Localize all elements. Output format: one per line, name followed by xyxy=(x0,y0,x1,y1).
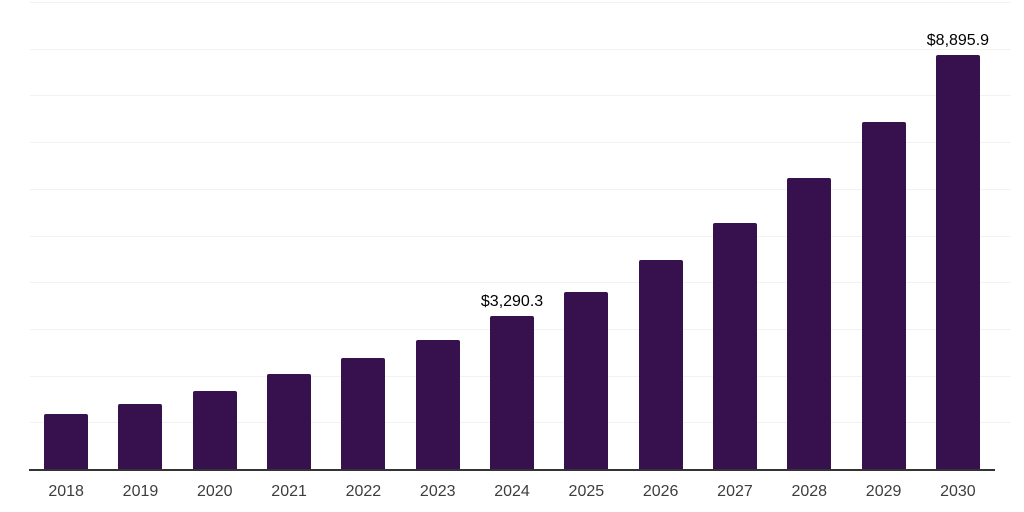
bar-cell-2025 xyxy=(549,0,623,470)
bar-2024 xyxy=(490,316,535,470)
gridline-8000 xyxy=(30,95,1011,97)
bar-2030 xyxy=(935,54,980,470)
bar-2029 xyxy=(861,121,906,470)
gridline-10000 xyxy=(30,2,1011,3)
data-label-2024: $3,290.3 xyxy=(480,293,544,311)
gridline-9000 xyxy=(30,48,1011,50)
gridline-7000 xyxy=(30,142,1011,144)
gridline-5000 xyxy=(30,235,1011,237)
x-tick-2029: 2029 xyxy=(865,483,902,500)
x-tick-2019: 2019 xyxy=(122,483,159,500)
bar-2021 xyxy=(267,374,312,470)
x-tick-2027: 2027 xyxy=(717,483,753,500)
bar-2028 xyxy=(787,177,832,470)
x-tick-2021: 2021 xyxy=(271,483,307,500)
x-tick-2028: 2028 xyxy=(791,483,828,500)
x-tick-2023: 2023 xyxy=(419,483,456,500)
bar-2026 xyxy=(638,260,683,470)
bar-2027 xyxy=(712,222,757,470)
bar-cell-2026 xyxy=(624,0,698,470)
gridline-4000 xyxy=(30,282,1011,284)
x-axis-ticks: 2018 2019 2020 2021 2022 2023 2024 2025 2026 2027… xyxy=(29,483,995,501)
bar-cell-2019 xyxy=(103,0,177,470)
bars: $3,290.3 $8,895.9 xyxy=(29,0,995,470)
bar-2020 xyxy=(192,391,237,470)
bar-cell-2020 xyxy=(178,0,252,470)
x-tick-2018: 2018 xyxy=(48,483,84,500)
x-tick-2030: 2030 xyxy=(940,483,976,500)
x-tick-2025: 2025 xyxy=(568,483,605,500)
bar-cell-2027 xyxy=(698,0,772,470)
bar-cell-2021 xyxy=(252,0,326,470)
bar-cell-2024: $3,290.3 xyxy=(475,0,549,470)
bar-cell-2028 xyxy=(772,0,846,470)
bar-2025 xyxy=(564,291,609,470)
x-tick-2026: 2026 xyxy=(642,483,679,500)
bar-cell-2029 xyxy=(846,0,920,470)
x-tick-2022: 2022 xyxy=(345,483,382,500)
bar-2018 xyxy=(44,413,89,470)
x-axis-line xyxy=(29,469,995,471)
bar-cell-2022 xyxy=(326,0,400,470)
bar-cell-2023 xyxy=(401,0,475,470)
x-tick-2024: 2024 xyxy=(494,483,530,500)
bar-cell-2018 xyxy=(29,0,103,470)
bar-2022 xyxy=(341,358,386,470)
gridline-6000 xyxy=(30,188,1011,190)
bar-cell-2030: $8,895.9 xyxy=(921,0,995,470)
data-label-2030: $8,895.9 xyxy=(926,31,990,49)
bar-2023 xyxy=(415,339,460,470)
bar-2019 xyxy=(118,403,163,470)
x-tick-2020: 2020 xyxy=(196,483,233,500)
